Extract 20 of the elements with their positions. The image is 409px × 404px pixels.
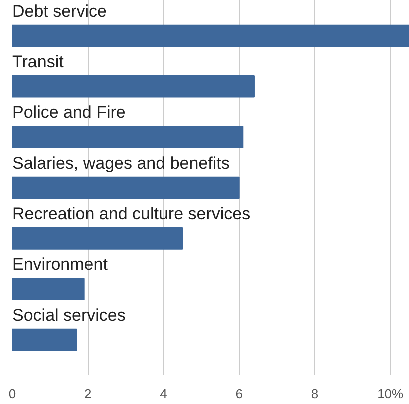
y-tick-label: Recreation and culture services (12, 204, 251, 224)
y-tick-label: Police and Fire (12, 103, 126, 122)
y-tick-label: Environment (12, 255, 108, 274)
x-tick-label: 0 (8, 386, 16, 402)
y-tick-label: Debt service (12, 2, 107, 21)
bar (12, 126, 244, 148)
x-tick-label: 10% (378, 386, 404, 402)
x-tick-label: 4 (160, 386, 168, 402)
y-tick-label: Transit (12, 52, 64, 72)
bar (12, 176, 240, 200)
y-tick-label: Social services (12, 306, 126, 325)
x-tick-label: 6 (236, 386, 243, 402)
bar (12, 278, 85, 300)
bar (12, 328, 78, 352)
bar (12, 76, 255, 98)
y-tick-label: Salaries, wages and benefits (12, 154, 230, 173)
x-tick-label: 2 (84, 386, 92, 402)
bar (12, 24, 409, 48)
bar (12, 228, 184, 250)
x-tick-label: 8 (311, 386, 319, 402)
